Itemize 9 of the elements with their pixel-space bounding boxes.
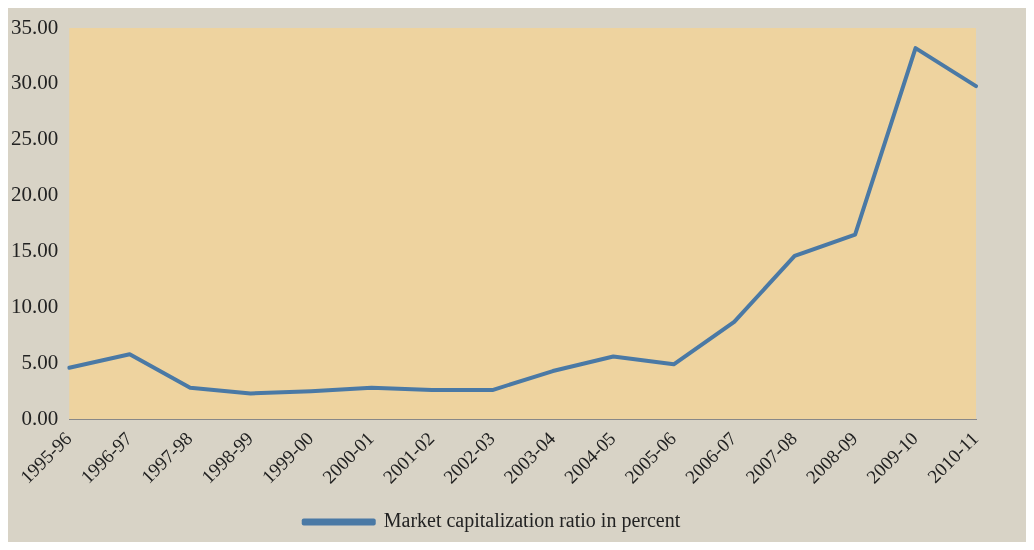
legend-label: Market capitalization ratio in percent [383, 509, 681, 533]
y-tick-label: 20.00 [11, 182, 59, 207]
y-tick-label: 25.00 [11, 126, 59, 151]
y-tick-label: 30.00 [11, 70, 59, 95]
y-tick-label: 5.00 [21, 349, 59, 374]
y-tick-label: 10.00 [11, 293, 59, 318]
y-tick-label: 15.00 [11, 238, 59, 262]
y-tick-label: 0.00 [21, 405, 59, 430]
y-tick-label: 35.00 [11, 14, 59, 39]
